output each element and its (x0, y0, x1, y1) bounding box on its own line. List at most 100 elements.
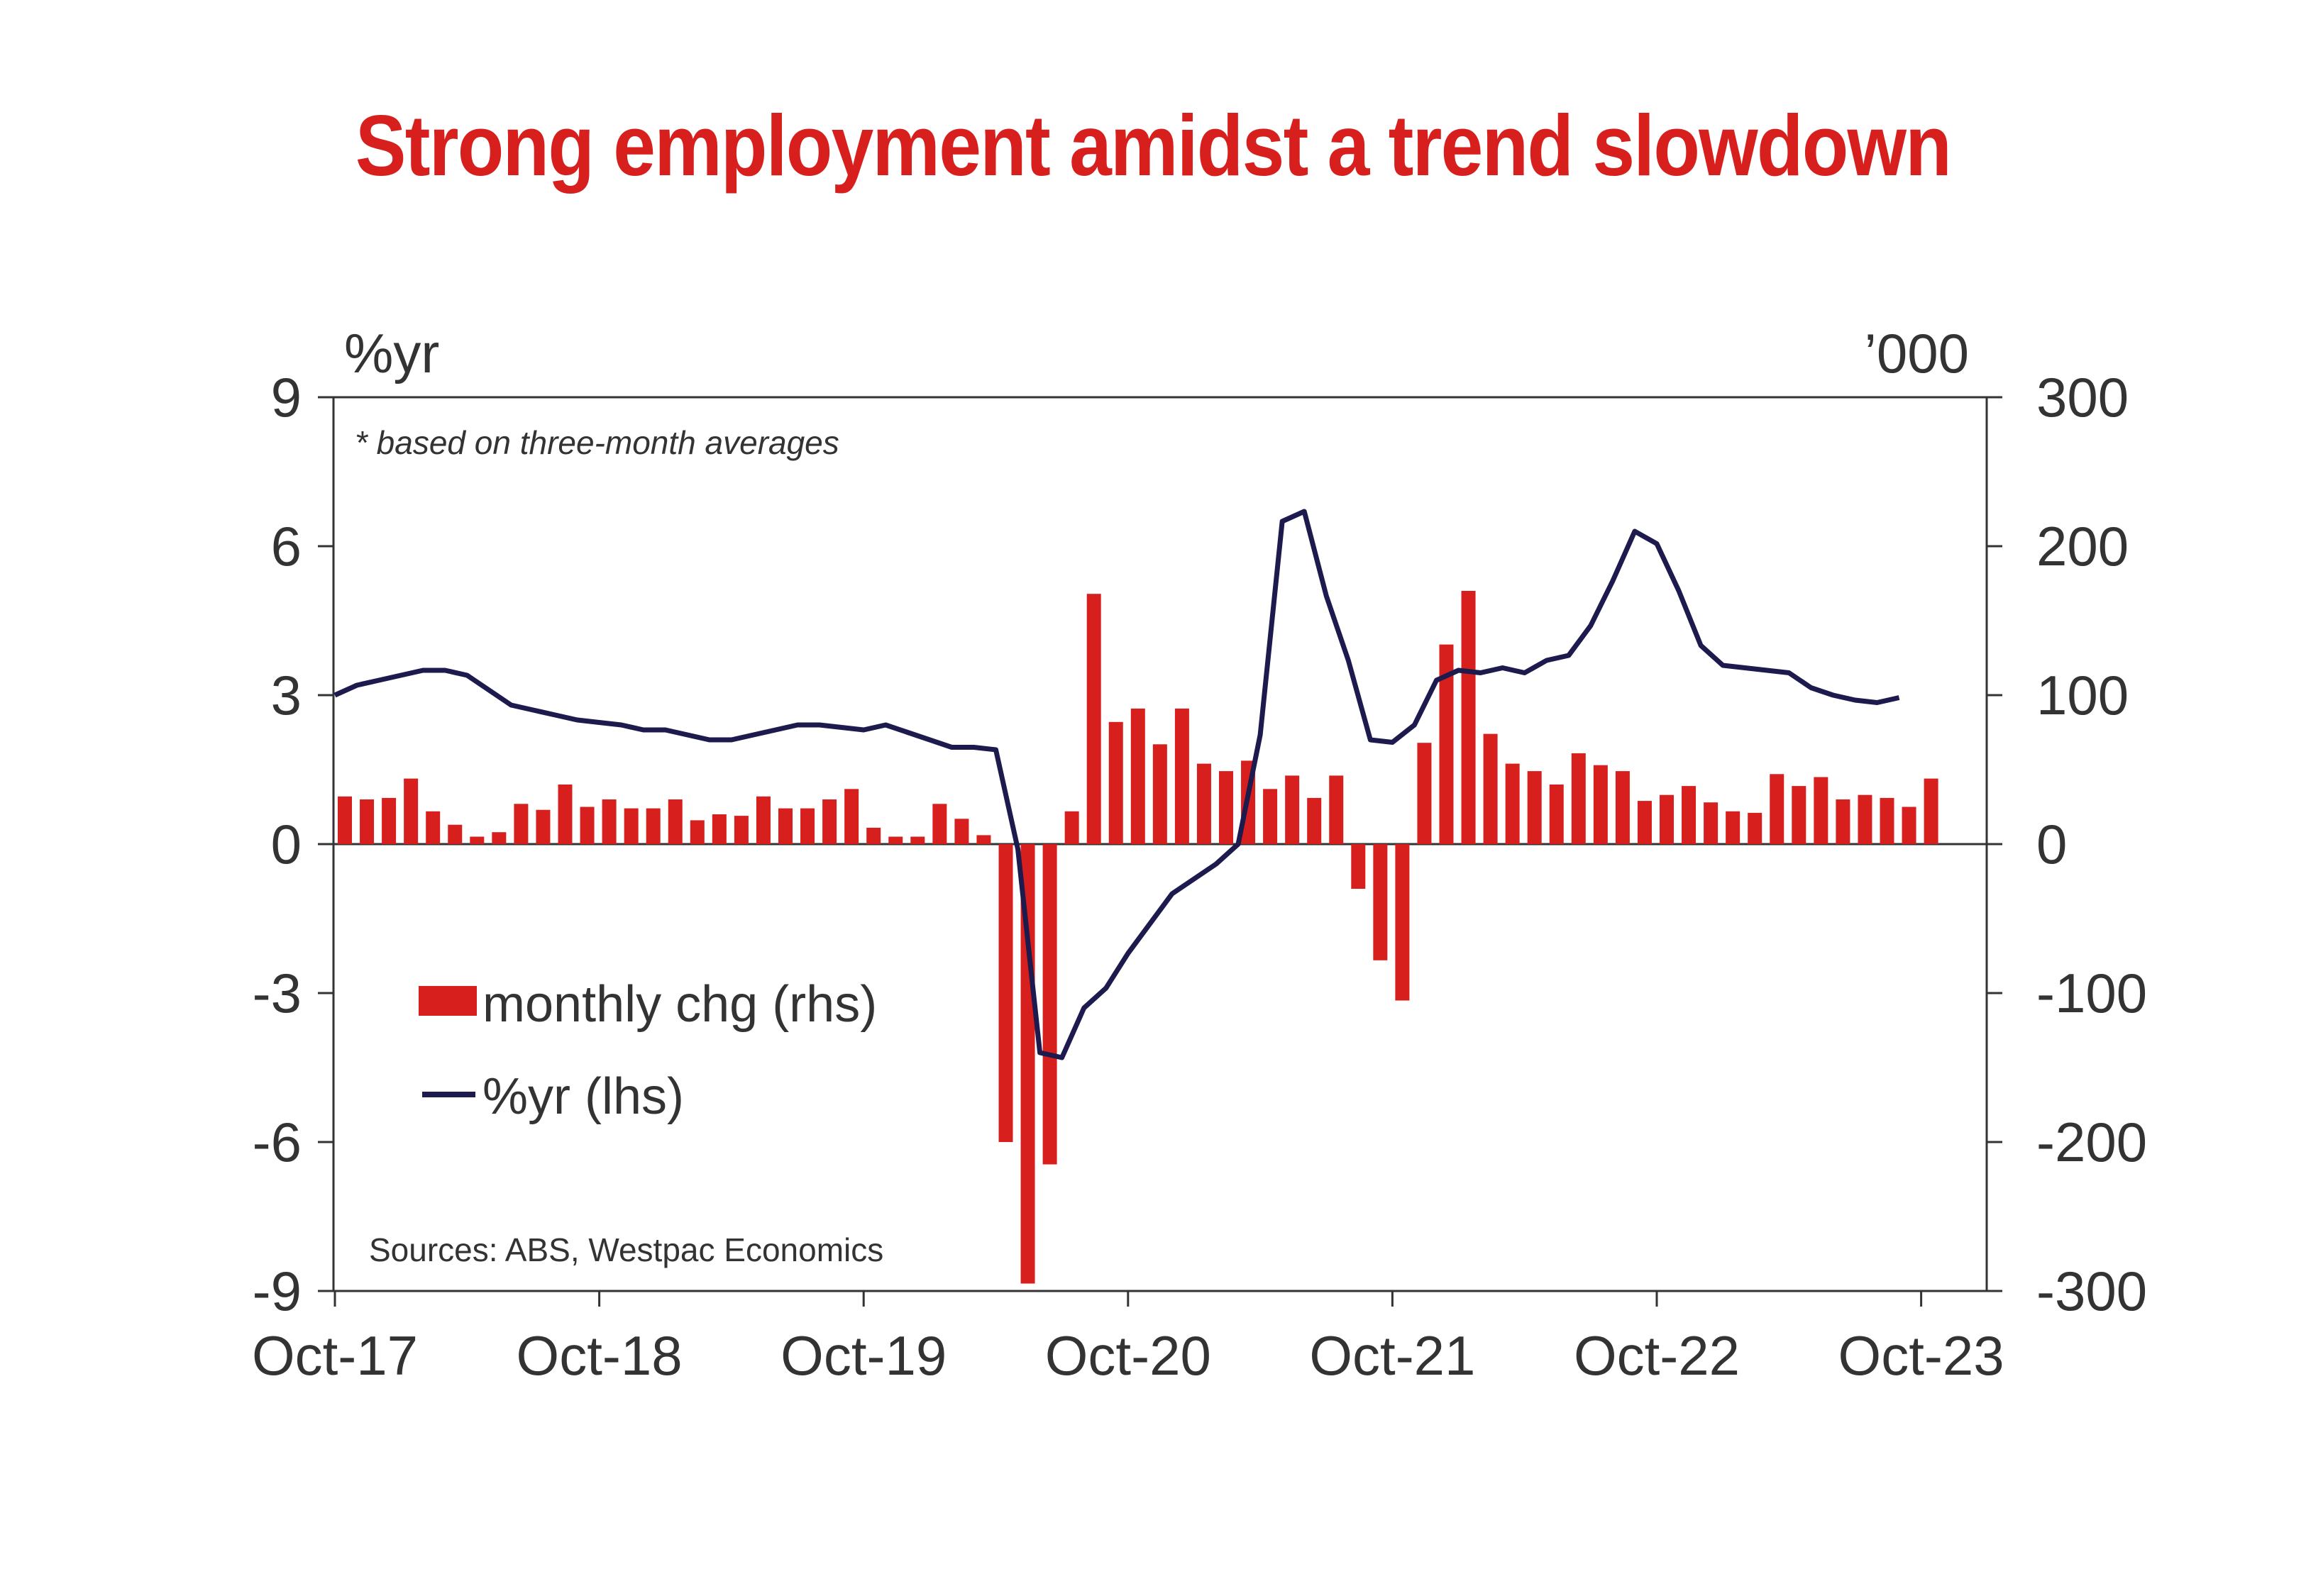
monthly-change-bar (712, 814, 727, 844)
left-axis-tick-label: 0 (271, 813, 302, 875)
monthly-change-bar (382, 797, 397, 844)
x-axis-tick-label: Oct-22 (1574, 1324, 1740, 1387)
monthly-change-bar (756, 796, 771, 844)
left-axis-unit: %yr (344, 322, 439, 384)
monthly-change-bar (800, 808, 815, 844)
monthly-change-bar (1483, 733, 1498, 844)
monthly-change-bar (1152, 744, 1167, 844)
monthly-change-bar (1615, 771, 1630, 844)
monthly-change-bar (1351, 844, 1366, 889)
monthly-change-bar (1108, 721, 1123, 844)
axis-labels: 9 6 3 0 -3 -6 -9 300 200 100 0 -100 -200 -300 Oct-17 Oc… (252, 366, 2147, 1387)
source-note: Sources: ABS, Westpac Economics (369, 1231, 883, 1268)
legend-line-label: %yr (lhs) (482, 1068, 684, 1125)
monthly-change-bar (492, 832, 507, 844)
monthly-change-bar (1880, 797, 1894, 844)
monthly-change-bar (844, 789, 859, 844)
monthly-change-bar (360, 799, 375, 844)
monthly-change-bar (1571, 753, 1586, 844)
monthly-change-bar (1924, 778, 1938, 844)
x-axis-tick-label: Oct-17 (252, 1324, 418, 1387)
monthly-change-bar (470, 836, 485, 844)
monthly-change-bar (448, 824, 463, 844)
monthly-change-bar (1064, 811, 1079, 844)
monthly-change-bar (514, 804, 529, 844)
monthly-change-bar (1417, 743, 1432, 844)
monthly-change-bar (690, 820, 705, 844)
monthly-change-bar (866, 827, 881, 844)
monthly-change-bar (1042, 844, 1057, 1165)
monthly-change-bar (624, 808, 639, 844)
monthly-change-bar (954, 819, 969, 844)
monthly-change-bar (1461, 591, 1476, 844)
monthly-change-bar (1527, 771, 1542, 844)
x-axis-tick-label: Oct-18 (517, 1324, 683, 1387)
monthly-change-bar (1307, 797, 1322, 844)
left-axis-tick-label: 6 (271, 515, 302, 577)
monthly-change-bar (1373, 844, 1388, 960)
chart-note: * based on three-month averages (355, 424, 839, 461)
monthly-change-bar (1814, 777, 1828, 844)
monthly-change-bar (1858, 794, 1872, 844)
monthly-change-bar (976, 835, 991, 844)
monthly-change-bar (1086, 594, 1101, 844)
legend-bar-swatch (419, 986, 477, 1016)
monthly-change-bar (888, 836, 903, 844)
monthly-change-bar (1439, 644, 1454, 844)
monthly-change-bar (536, 809, 551, 844)
monthly-change-bar (646, 808, 661, 844)
annual-growth-line (333, 509, 1900, 1060)
right-axis-tick-label: 300 (2036, 366, 2129, 428)
monthly-change-bar (668, 799, 683, 844)
monthly-change-bar (558, 785, 573, 844)
monthly-change-bar (1329, 775, 1344, 844)
monthly-change-bar (1549, 785, 1564, 844)
right-axis-tick-label: 100 (2036, 664, 2129, 726)
x-axis-tick-label: Oct-19 (780, 1324, 947, 1387)
monthly-change-bar (1902, 807, 1916, 844)
monthly-change-bar (1395, 844, 1410, 1001)
left-axis-tick-label: -9 (253, 1260, 302, 1322)
monthly-change-bar (1726, 811, 1740, 844)
x-axis-tick-label: Oct-23 (1838, 1324, 2004, 1387)
monthly-change-bar (1792, 786, 1806, 844)
monthly-change-bar (932, 804, 947, 844)
monthly-change-bar (1263, 789, 1278, 844)
left-axis-tick-label: -3 (253, 962, 302, 1024)
monthly-change-bar (778, 808, 793, 844)
legend: monthly chg (rhs) %yr (lhs) (419, 976, 877, 1125)
monthly-change-bar (1505, 763, 1520, 844)
monthly-change-bar (1285, 775, 1300, 844)
right-axis-tick-label: 0 (2036, 813, 2067, 875)
right-axis-tick-label: -100 (2036, 962, 2147, 1024)
monthly-change-bar (1770, 774, 1784, 844)
x-axis-tick-label: Oct-21 (1309, 1324, 1475, 1387)
monthly-change-bar (602, 799, 617, 844)
monthly-change-bar (338, 796, 352, 844)
monthly-change-bar (1174, 708, 1189, 844)
monthly-change-bar (1660, 794, 1674, 844)
annual-growth-series-line (333, 509, 1900, 1060)
right-axis-unit: ’000 (1865, 322, 1969, 384)
left-axis-tick-label: -6 (253, 1111, 302, 1173)
monthly-change-bar (426, 811, 441, 844)
left-axis-tick-label: 9 (271, 366, 302, 428)
monthly-change-bar (1748, 812, 1762, 844)
monthly-change-bar (1682, 786, 1697, 844)
monthly-change-bar (1130, 708, 1145, 844)
left-axis-tick-label: 3 (271, 664, 302, 726)
monthly-change-bar (734, 816, 749, 844)
monthly-change-bar (998, 844, 1013, 1142)
monthly-change-bar (1637, 801, 1652, 844)
monthly-change-bar (1219, 771, 1233, 844)
monthly-change-bar (822, 799, 837, 844)
right-axis-tick-label: 200 (2036, 515, 2129, 577)
monthly-change-bar (1836, 799, 1850, 844)
monthly-change-bar (404, 778, 419, 844)
legend-bar-label: monthly chg (rhs) (482, 976, 877, 1033)
monthly-change-bar (1704, 802, 1719, 844)
monthly-change-bar (1196, 763, 1211, 844)
monthly-change-bar (1593, 765, 1608, 844)
right-axis-tick-label: -300 (2036, 1260, 2147, 1322)
